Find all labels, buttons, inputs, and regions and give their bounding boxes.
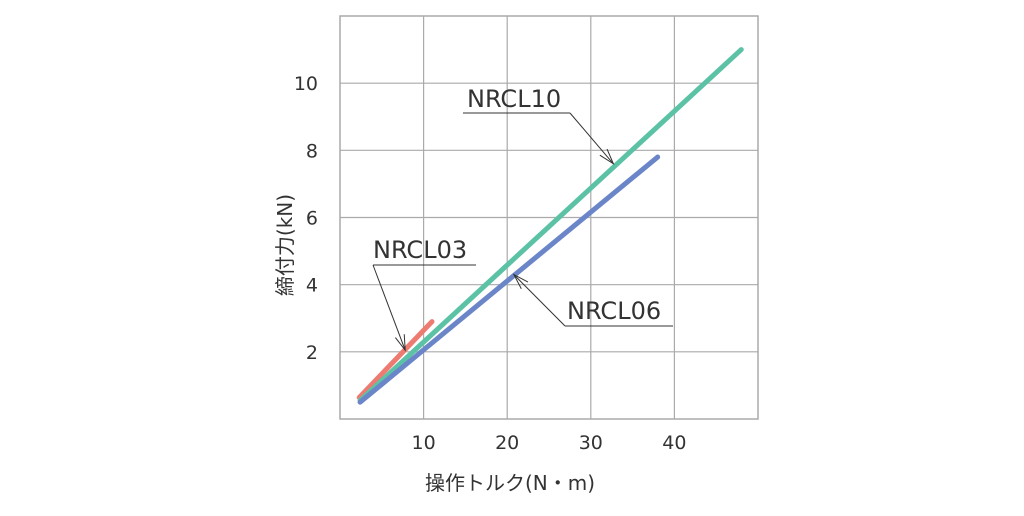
arrowhead-icon bbox=[599, 148, 615, 166]
annotation-nrcl06: NRCL06 bbox=[512, 273, 673, 327]
annotation-leader bbox=[513, 274, 566, 327]
annotation-label: NRCL06 bbox=[567, 297, 661, 325]
x-tick-label: 40 bbox=[662, 432, 686, 454]
annotation-label: NRCL10 bbox=[467, 85, 561, 113]
series-line-nrcl06 bbox=[357, 154, 661, 405]
x-tick-label: 10 bbox=[412, 432, 436, 454]
y-tick-label: 4 bbox=[306, 275, 318, 297]
y-tick-label: 8 bbox=[306, 140, 318, 162]
annotation-label: NRCL03 bbox=[373, 236, 467, 264]
y-tick-label: 6 bbox=[306, 208, 318, 230]
arrowhead-icon bbox=[512, 273, 529, 289]
arrowhead-icon bbox=[394, 334, 406, 352]
y-axis-label: 締付力(kN) bbox=[273, 194, 297, 296]
annotations: NRCL03 NRCL10 NRCL06 bbox=[372, 85, 673, 352]
x-tick-label: 30 bbox=[579, 432, 603, 454]
series-lines bbox=[356, 47, 744, 405]
annotation-leader bbox=[569, 112, 614, 165]
x-axis-label: 操作トルク(N・m) bbox=[425, 471, 595, 495]
annotation-nrcl03: NRCL03 bbox=[372, 236, 476, 352]
series-line-nrcl10 bbox=[357, 47, 744, 404]
x-tick-label: 20 bbox=[495, 432, 519, 454]
series-line-nrcl03 bbox=[356, 319, 435, 401]
tick-labels: 10 20 30 40 2 4 6 8 10 bbox=[294, 73, 687, 454]
annotation-leader bbox=[372, 264, 406, 351]
y-tick-label: 2 bbox=[306, 342, 318, 364]
annotation-nrcl10: NRCL10 bbox=[463, 85, 615, 166]
y-tick-label: 10 bbox=[294, 73, 318, 95]
